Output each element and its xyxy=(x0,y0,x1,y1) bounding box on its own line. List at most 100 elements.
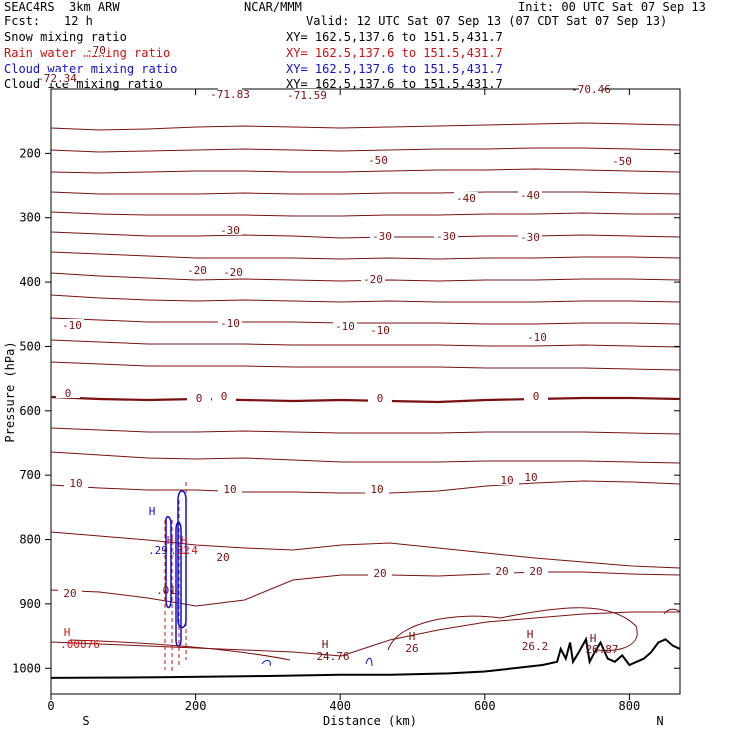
contour-label-bg xyxy=(218,483,242,494)
x-axis-label: Distance (km) xyxy=(323,714,417,728)
terrain-line xyxy=(50,636,681,679)
contour-label-bg xyxy=(218,317,242,328)
temperature-contour xyxy=(50,211,680,217)
contour-label-bg xyxy=(524,565,548,576)
contour-label: 20 xyxy=(373,567,386,580)
temperature-contour xyxy=(50,191,681,195)
x-tick-label: 800 xyxy=(619,699,641,713)
extremum-label: H xyxy=(527,628,534,641)
contour-label: -10 xyxy=(62,319,82,332)
contour-label: 20 xyxy=(216,551,229,564)
contour-label-bg xyxy=(370,230,394,241)
temperature-contour xyxy=(50,451,681,464)
extremum-label: .29 xyxy=(148,544,168,557)
temperature-contour xyxy=(50,427,681,435)
y-tick-label: 600 xyxy=(19,404,41,418)
y-tick-label: 800 xyxy=(19,533,41,547)
contour-label: 20 xyxy=(63,587,76,600)
cloud-water-contour-3 xyxy=(177,490,187,629)
extremum-label: 24.76 xyxy=(316,650,349,663)
contour-label-bg xyxy=(60,319,84,330)
field-xy-cloud-water: XY= 162.5,137.6 to 151.5,431.7 xyxy=(286,62,503,76)
contour-label: -71.83 xyxy=(210,88,250,101)
contour-label: -40 xyxy=(456,192,476,205)
y-tick-label: 200 xyxy=(19,146,41,160)
contour-label: -72.34 xyxy=(37,72,77,85)
extremum-label: .01 xyxy=(156,584,176,597)
contour-label-bg xyxy=(519,471,543,482)
contour-label: 10 xyxy=(69,477,82,490)
y-tick-label: 900 xyxy=(19,597,41,611)
x-axis-left-end: S xyxy=(82,714,89,728)
temperature-contour xyxy=(50,339,681,348)
contour-label-bg xyxy=(295,89,319,100)
temperature-contour xyxy=(50,122,681,131)
contour-label-bg xyxy=(212,390,236,401)
contour-label-bg xyxy=(333,320,357,331)
contour-label-bg xyxy=(518,189,542,200)
contour-label-bg xyxy=(368,324,392,335)
contour-label: 20 xyxy=(495,565,508,578)
contour-label-bg xyxy=(58,587,82,598)
contour-label: -71.59 xyxy=(287,89,327,102)
extremum-label: H xyxy=(167,534,174,547)
contour-label: -10 xyxy=(220,317,240,330)
contour-label: 20 xyxy=(529,565,542,578)
contour-label-bg xyxy=(368,392,392,403)
temperature-contour xyxy=(50,168,681,174)
contour-label: -10 xyxy=(335,320,355,333)
x-axis-right-end: N xyxy=(656,714,663,728)
contour-label: -30 xyxy=(436,230,456,243)
contour-label: 10 xyxy=(370,483,383,496)
x-tick-label: 200 xyxy=(185,699,207,713)
contour-label: -30 xyxy=(220,224,240,237)
init-time: Init: 00 UTC Sat 07 Sep 13 xyxy=(518,0,706,14)
extremum-label: 26 xyxy=(405,642,418,655)
contour-label: 10 xyxy=(524,471,537,484)
extremum-label: 26.87 xyxy=(585,643,618,656)
temperature-contour xyxy=(50,611,680,657)
contour-label: -50 xyxy=(368,154,388,167)
contour-label: -70 xyxy=(86,44,106,57)
forecast-label: Fcst: xyxy=(4,14,41,28)
temperature-contour xyxy=(50,231,681,239)
contour-label-bg xyxy=(365,483,389,494)
extremum-label: H xyxy=(149,505,156,518)
contour-label-bg xyxy=(495,474,519,485)
contour-label-bg xyxy=(361,273,385,284)
contour-label-bg xyxy=(187,392,211,403)
contour-label: 10 xyxy=(223,483,236,496)
y-tick-label: 400 xyxy=(19,275,41,289)
extremum-label: H xyxy=(409,630,416,643)
extremum-label: 26.2 xyxy=(522,640,549,653)
x-tick-label: 600 xyxy=(474,699,496,713)
contour-label-bg xyxy=(218,224,242,235)
contour-label: -20 xyxy=(223,266,243,279)
rh-contour-1 xyxy=(387,607,638,652)
temperature-contours xyxy=(50,122,681,657)
extremum-label: H xyxy=(322,638,329,651)
hydrometeor-contours xyxy=(69,482,681,672)
temperature-contour xyxy=(50,317,681,325)
contour-label: 0 xyxy=(196,392,203,405)
contour-label-bg xyxy=(368,567,392,578)
valid-time: Valid: 12 UTC Sat 07 Sep 13 (07 CDT Sat … xyxy=(306,14,668,28)
contour-label: -70.46 xyxy=(571,83,611,96)
contour-label: -50 xyxy=(612,155,632,168)
extremum-label: 1.4 xyxy=(178,544,198,557)
contour-label: -40 xyxy=(520,189,540,202)
contour-label: -10 xyxy=(370,324,390,337)
contour-label-bg xyxy=(56,387,80,398)
cloud-water-contour-5 xyxy=(365,657,373,667)
contour-label: -30 xyxy=(372,230,392,243)
contour-labels: -70 -72.34 -71.83 -71.59 -70.46 -50 -50 -40 -40 -… xyxy=(37,44,634,600)
cloud-water-contour-1 xyxy=(165,515,172,609)
y-tick-label: 700 xyxy=(19,468,41,482)
contour-label-bg xyxy=(524,390,548,401)
extremum-label: H xyxy=(590,632,597,645)
field-name-cloud-water: Cloud water mixing ratio xyxy=(4,62,178,76)
extremum-label: H xyxy=(181,534,188,547)
contour-label-bg xyxy=(454,192,478,203)
x-tick-label: 0 xyxy=(47,699,54,713)
extremum-label: .32 xyxy=(170,544,190,557)
